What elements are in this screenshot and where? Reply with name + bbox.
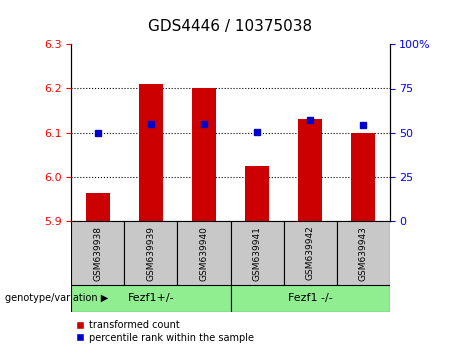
Bar	[298, 120, 322, 221]
Bar	[124, 221, 177, 285]
Text: GSM639938: GSM639938	[94, 225, 102, 281]
Text: GDS4446 / 10375038: GDS4446 / 10375038	[148, 19, 313, 34]
Bar	[230, 221, 284, 285]
Bar	[337, 221, 390, 285]
Text: Fezf1 -/-: Fezf1 -/-	[288, 293, 332, 303]
Text: GSM639939: GSM639939	[147, 225, 155, 281]
Bar	[177, 221, 230, 285]
Text: GSM639942: GSM639942	[306, 226, 314, 280]
Bar	[192, 88, 216, 221]
Bar	[71, 221, 124, 285]
Text: GSM639941: GSM639941	[253, 225, 261, 281]
Bar	[86, 193, 110, 221]
Text: GSM639940: GSM639940	[200, 225, 208, 281]
Bar	[351, 133, 375, 221]
Bar	[71, 285, 230, 312]
Bar	[245, 166, 269, 221]
Text: genotype/variation ▶: genotype/variation ▶	[5, 293, 108, 303]
Bar	[139, 84, 163, 221]
Legend: transformed count, percentile rank within the sample: transformed count, percentile rank withi…	[77, 320, 254, 343]
Bar	[284, 221, 337, 285]
Bar	[230, 285, 390, 312]
Text: Fezf1+/-: Fezf1+/-	[128, 293, 174, 303]
Text: GSM639943: GSM639943	[359, 225, 367, 281]
